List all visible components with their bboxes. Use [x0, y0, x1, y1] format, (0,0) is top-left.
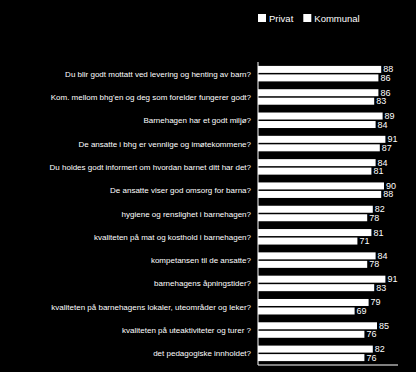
bar: [258, 121, 376, 128]
bar: [258, 191, 381, 198]
legend-item: Kommunal: [303, 13, 359, 24]
data-label: 79: [371, 297, 381, 307]
bar: [258, 299, 369, 306]
data-label: 87: [382, 143, 392, 153]
bar: [258, 98, 374, 105]
bar: [258, 206, 373, 213]
category-label: Kom. mellom bhg'en og deg som forelder f…: [51, 93, 252, 102]
category-label: De ansatte i bhg er vennlige og imøtekom…: [78, 140, 251, 149]
category-label: Du blir godt mottatt ved levering og hen…: [65, 70, 251, 79]
data-label: 83: [376, 283, 386, 293]
data-label: 85: [379, 321, 389, 331]
bar: [258, 284, 374, 291]
legend-label: Kommunal: [314, 13, 359, 24]
data-labels: 8886899184908281849179858286838487818878…: [357, 64, 398, 362]
bar: [258, 322, 377, 329]
category-label: hygiene og renslighet i barnehagen?: [122, 210, 252, 219]
bar: [258, 346, 373, 353]
data-label: 86: [380, 73, 390, 83]
bar: [258, 252, 376, 259]
data-label: 81: [373, 228, 383, 238]
bar: [258, 66, 381, 73]
legend-label: Privat: [269, 13, 294, 24]
bar: [258, 238, 357, 245]
category-label: barnehagens åpningstider?: [154, 279, 252, 288]
bar: [258, 307, 355, 314]
legend-swatch: [258, 14, 266, 22]
category-label: kompetansen til de ansatte?: [151, 256, 252, 265]
data-label: 76: [366, 329, 376, 339]
bar: [258, 354, 364, 361]
data-label: 88: [383, 189, 393, 199]
data-label: 69: [357, 306, 367, 316]
bar: [258, 89, 378, 96]
bar: [258, 74, 378, 81]
bar: [258, 113, 383, 120]
chart-svg: Privat Kommunal Du blir godt mottatt ved l…: [0, 0, 416, 372]
data-label: 81: [373, 166, 383, 176]
category-label: De ansatte viser god omsorg for barna?: [110, 186, 252, 195]
bar: [258, 261, 367, 268]
bar: [258, 229, 371, 236]
bars: [258, 66, 385, 361]
bar: [258, 276, 385, 283]
bar: [258, 331, 364, 338]
bar: [258, 159, 376, 166]
category-label: kvaliteten på mat og kosthold i barnehag…: [94, 233, 252, 242]
category-label: det pedagogiske innholdet?: [153, 349, 251, 358]
data-label: 84: [378, 120, 388, 130]
legend-item: Privat: [258, 13, 294, 24]
data-label: 71: [359, 236, 369, 246]
data-label: 78: [369, 213, 379, 223]
bar: [258, 182, 384, 189]
x-axis-line: [258, 365, 398, 366]
bar: [258, 214, 367, 221]
category-label: kvaliteten på barnehagens lokaler, uteom…: [51, 303, 251, 312]
bar: [258, 168, 371, 175]
bar: [258, 144, 380, 151]
category-label: Du holdes godt informert om hvordan barn…: [50, 163, 252, 172]
chart-container: Privat Kommunal Du blir godt mottatt ved l…: [0, 0, 416, 372]
data-label: 83: [376, 96, 386, 106]
data-label: 76: [366, 353, 376, 363]
data-label: 78: [369, 259, 379, 269]
y-axis-line: [258, 62, 259, 365]
background: [0, 0, 416, 372]
legend-swatch: [303, 14, 311, 22]
category-label: kvaliteten på uteaktiviteter og turer ?: [122, 326, 252, 335]
category-label: Barnehagen har et godt miljø?: [143, 116, 251, 125]
data-label: 91: [387, 274, 397, 284]
bar: [258, 136, 385, 143]
